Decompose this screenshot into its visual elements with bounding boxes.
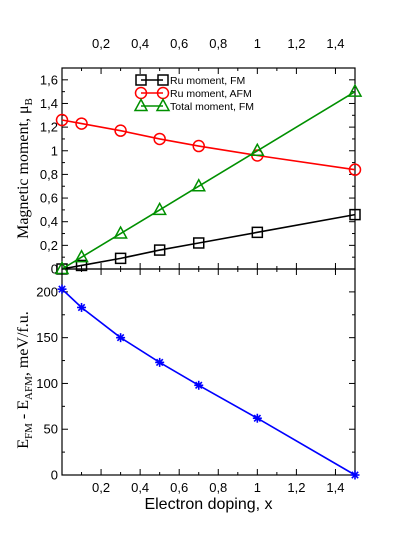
- legend-item: Ru moment, AFM: [134, 86, 252, 100]
- y-tick-label: 200: [36, 284, 58, 299]
- data-point: [114, 252, 127, 265]
- legend-item: Total moment, FM: [133, 97, 254, 113]
- x-tick-label: 0,4: [131, 480, 149, 495]
- y-tick-label: 1,4: [40, 96, 58, 111]
- series: [57, 284, 360, 480]
- star-stroke: [351, 471, 359, 479]
- data-point: [192, 237, 205, 249]
- star-stroke: [116, 333, 125, 342]
- data-point: [194, 380, 204, 390]
- y-axis-title: Magnetic moment, μB: [15, 98, 35, 239]
- y-tick-label: 0: [51, 262, 58, 277]
- series-line: [61, 288, 356, 476]
- data-point: [75, 117, 88, 130]
- data-point: [153, 244, 166, 256]
- x-tick-label-top: 0,6: [170, 36, 188, 51]
- data-point: [252, 413, 262, 423]
- plot-frame: [61, 268, 356, 476]
- star-stroke: [155, 358, 164, 367]
- y-axis-title-subscript: FM: [23, 423, 35, 439]
- data-point: [114, 124, 127, 137]
- x-tick-label-top: 1: [254, 36, 261, 51]
- y-tick-label: 1,6: [40, 72, 58, 87]
- data-point: [77, 302, 87, 312]
- y-tick-label: 100: [36, 376, 58, 391]
- data-point: [348, 163, 362, 176]
- data-point: [192, 139, 205, 153]
- data-point: [153, 132, 166, 146]
- x-tick-label-top: 0,2: [92, 36, 110, 51]
- y-tick-label: 0,6: [40, 191, 58, 206]
- x-axis-title: Electron doping, x: [144, 496, 272, 513]
- data-point: [113, 225, 128, 239]
- legend-item: Ru moment, FM: [135, 74, 245, 87]
- x-tick-label: 1,4: [326, 480, 344, 495]
- series-line: [61, 213, 356, 270]
- y-axis-title-part: , meV/f.u.: [15, 311, 32, 376]
- legend-label: Ru moment, FM: [170, 75, 245, 87]
- star-stroke: [194, 381, 203, 390]
- y-tick-label: 150: [36, 330, 58, 345]
- y-axis-title-subscript: B: [23, 98, 35, 105]
- series: [56, 208, 361, 275]
- y-tick-label: 0: [51, 468, 58, 483]
- y-axis-title-main: Magnetic moment, μ: [15, 105, 32, 238]
- data-point: [191, 178, 206, 192]
- data-point: [347, 83, 363, 97]
- data-point: [57, 284, 67, 294]
- data-point: [155, 357, 165, 367]
- y-tick-label: 0,2: [40, 238, 58, 253]
- data-point: [133, 97, 149, 112]
- star-stroke: [253, 414, 262, 422]
- y-tick-label: 50: [44, 422, 58, 437]
- data-point: [152, 201, 167, 216]
- data-point: [251, 226, 264, 239]
- series-line: [61, 90, 356, 270]
- data-point: [250, 142, 265, 157]
- star-stroke: [58, 285, 66, 293]
- data-point: [155, 97, 171, 112]
- y-axis-title-part: E: [15, 439, 32, 449]
- series: [55, 113, 362, 176]
- y-axis-title: EFM - EAFM, meV/f.u.: [15, 311, 35, 449]
- series-line: [61, 119, 356, 171]
- data-point: [135, 74, 147, 86]
- y-tick-label: 0,8: [40, 167, 58, 182]
- y-tick-label: 1: [51, 143, 58, 158]
- data-point: [350, 470, 360, 480]
- series: [54, 83, 363, 275]
- data-point: [116, 333, 126, 343]
- x-tick-label: 0,2: [92, 480, 110, 495]
- x-tick-label-top: 0,4: [131, 36, 149, 51]
- top-panel: 0,2 0,4 0,6 0,8 1 1,2 1,4 0 0,2 0,4 0,6 0,8 1 1,2 1,4 1…: [15, 36, 363, 277]
- legend-label: Ru moment, AFM: [170, 88, 252, 100]
- y-tick-label: 0,4: [40, 214, 58, 229]
- data-point: [55, 113, 69, 127]
- x-tick-label-top: 0,8: [209, 36, 227, 51]
- y-axis-title-subscript: AFM: [23, 376, 35, 400]
- x-tick-label: 1,2: [287, 480, 305, 495]
- x-tick-label-top: 1,2: [287, 36, 305, 51]
- legend-label: Total moment, FM: [170, 101, 254, 113]
- y-axis-title-part: - E: [15, 400, 32, 423]
- star-stroke: [77, 303, 86, 312]
- data-point: [157, 74, 169, 86]
- x-tick-label: 1: [254, 480, 261, 495]
- x-tick-label-top: 1,4: [326, 36, 344, 51]
- x-tick-label: 0,8: [209, 480, 227, 495]
- y-tick-label: 1,2: [40, 120, 58, 135]
- x-tick-label: 0,6: [170, 480, 188, 495]
- data-point: [349, 208, 361, 221]
- data-point: [74, 249, 89, 263]
